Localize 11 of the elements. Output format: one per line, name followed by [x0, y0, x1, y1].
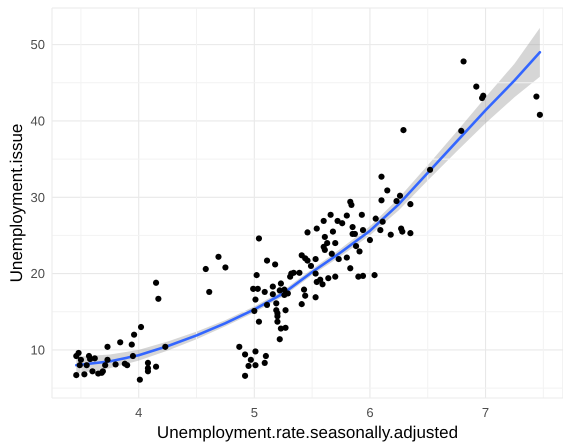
- y-axis-title: Unemployment.issue: [6, 124, 26, 282]
- y-tick-label: 40: [30, 114, 45, 129]
- x-tick-label: 6: [366, 405, 374, 420]
- x-tick-label: 5: [250, 405, 258, 420]
- x-tick-label: 4: [135, 405, 142, 420]
- y-tick-label: 20: [30, 266, 45, 282]
- y-tick-label: 30: [30, 190, 45, 205]
- y-tick-label: 10: [30, 342, 45, 358]
- x-tick-label: 7: [482, 405, 490, 420]
- x-axis-title: Unemployment.rate.seasonally.adjusted: [156, 423, 458, 442]
- y-tick-label: 50: [30, 37, 45, 52]
